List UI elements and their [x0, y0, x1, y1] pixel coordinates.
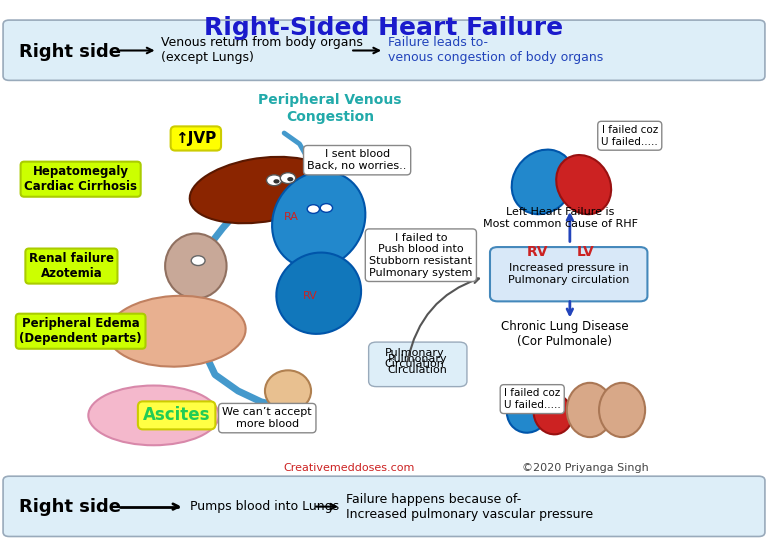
Text: Chronic Lung Disease
(Cor Pulmonale): Chronic Lung Disease (Cor Pulmonale)	[501, 320, 628, 348]
Ellipse shape	[599, 383, 645, 437]
Circle shape	[307, 205, 319, 213]
Ellipse shape	[507, 387, 550, 433]
Ellipse shape	[165, 233, 227, 299]
Ellipse shape	[108, 296, 246, 367]
Text: Hepatomegaly
Cardiac Cirrhosis: Hepatomegaly Cardiac Cirrhosis	[24, 165, 137, 193]
Text: Right-Sided Heart Failure: Right-Sided Heart Failure	[204, 16, 564, 40]
Text: Pumps blood into Lungs: Pumps blood into Lungs	[190, 500, 339, 513]
FancyBboxPatch shape	[490, 247, 647, 301]
Text: Right side: Right side	[19, 42, 121, 61]
Ellipse shape	[265, 370, 311, 412]
Text: Right side: Right side	[19, 497, 121, 516]
FancyBboxPatch shape	[369, 342, 467, 387]
Ellipse shape	[88, 386, 219, 445]
Circle shape	[287, 177, 293, 181]
Text: I failed to
Push blood into
Stubborn resistant
Pulmonary system: I failed to Push blood into Stubborn res…	[369, 233, 472, 277]
Circle shape	[320, 204, 333, 212]
Ellipse shape	[556, 155, 611, 214]
Text: Failure leads to-
venous congestion of body organs: Failure leads to- venous congestion of b…	[388, 36, 603, 65]
Circle shape	[273, 179, 280, 184]
Text: Increased pressure in
Pulmonary circulation: Increased pressure in Pulmonary circulat…	[508, 263, 630, 285]
Text: Peripheral Edema
(Dependent parts): Peripheral Edema (Dependent parts)	[19, 317, 142, 345]
Ellipse shape	[534, 393, 572, 434]
Text: Creativemeddoses.com: Creativemeddoses.com	[283, 463, 415, 473]
Text: Pulmonary
Circulation: Pulmonary Circulation	[388, 353, 448, 375]
Text: ©2020 Priyanga Singh: ©2020 Priyanga Singh	[522, 463, 649, 473]
Ellipse shape	[272, 171, 366, 269]
Text: We can’t accept
more blood: We can’t accept more blood	[223, 407, 312, 429]
Ellipse shape	[190, 157, 333, 223]
Text: LV: LV	[576, 245, 594, 260]
Text: Ascites: Ascites	[143, 406, 210, 425]
Text: Pulmonary
Circulation: Pulmonary Circulation	[385, 348, 445, 369]
Text: Renal failure
Azotemia: Renal failure Azotemia	[29, 252, 114, 280]
Ellipse shape	[276, 252, 361, 334]
Text: Failure happens because of-
Increased pulmonary vascular pressure: Failure happens because of- Increased pu…	[346, 493, 593, 521]
Circle shape	[266, 175, 282, 186]
Text: RV: RV	[303, 291, 318, 301]
Circle shape	[280, 173, 296, 184]
Text: RA: RA	[284, 212, 299, 222]
Circle shape	[191, 256, 205, 266]
Ellipse shape	[511, 150, 574, 214]
Text: I failed coz
U failed.....: I failed coz U failed.....	[601, 125, 658, 147]
Text: ↑JVP: ↑JVP	[175, 131, 217, 146]
Text: I sent blood
Back, no worries..: I sent blood Back, no worries..	[307, 149, 407, 171]
Ellipse shape	[567, 383, 613, 437]
Text: Venous return from body organs
(except Lungs): Venous return from body organs (except L…	[161, 36, 363, 65]
FancyBboxPatch shape	[3, 20, 765, 80]
Text: Left Heart Failure is
Most common cause of RHF: Left Heart Failure is Most common cause …	[483, 207, 638, 229]
Text: I failed coz
U failed.....: I failed coz U failed.....	[504, 388, 561, 410]
Text: Peripheral Venous
Congestion: Peripheral Venous Congestion	[259, 93, 402, 124]
Text: RV: RV	[527, 245, 548, 260]
FancyBboxPatch shape	[3, 476, 765, 536]
